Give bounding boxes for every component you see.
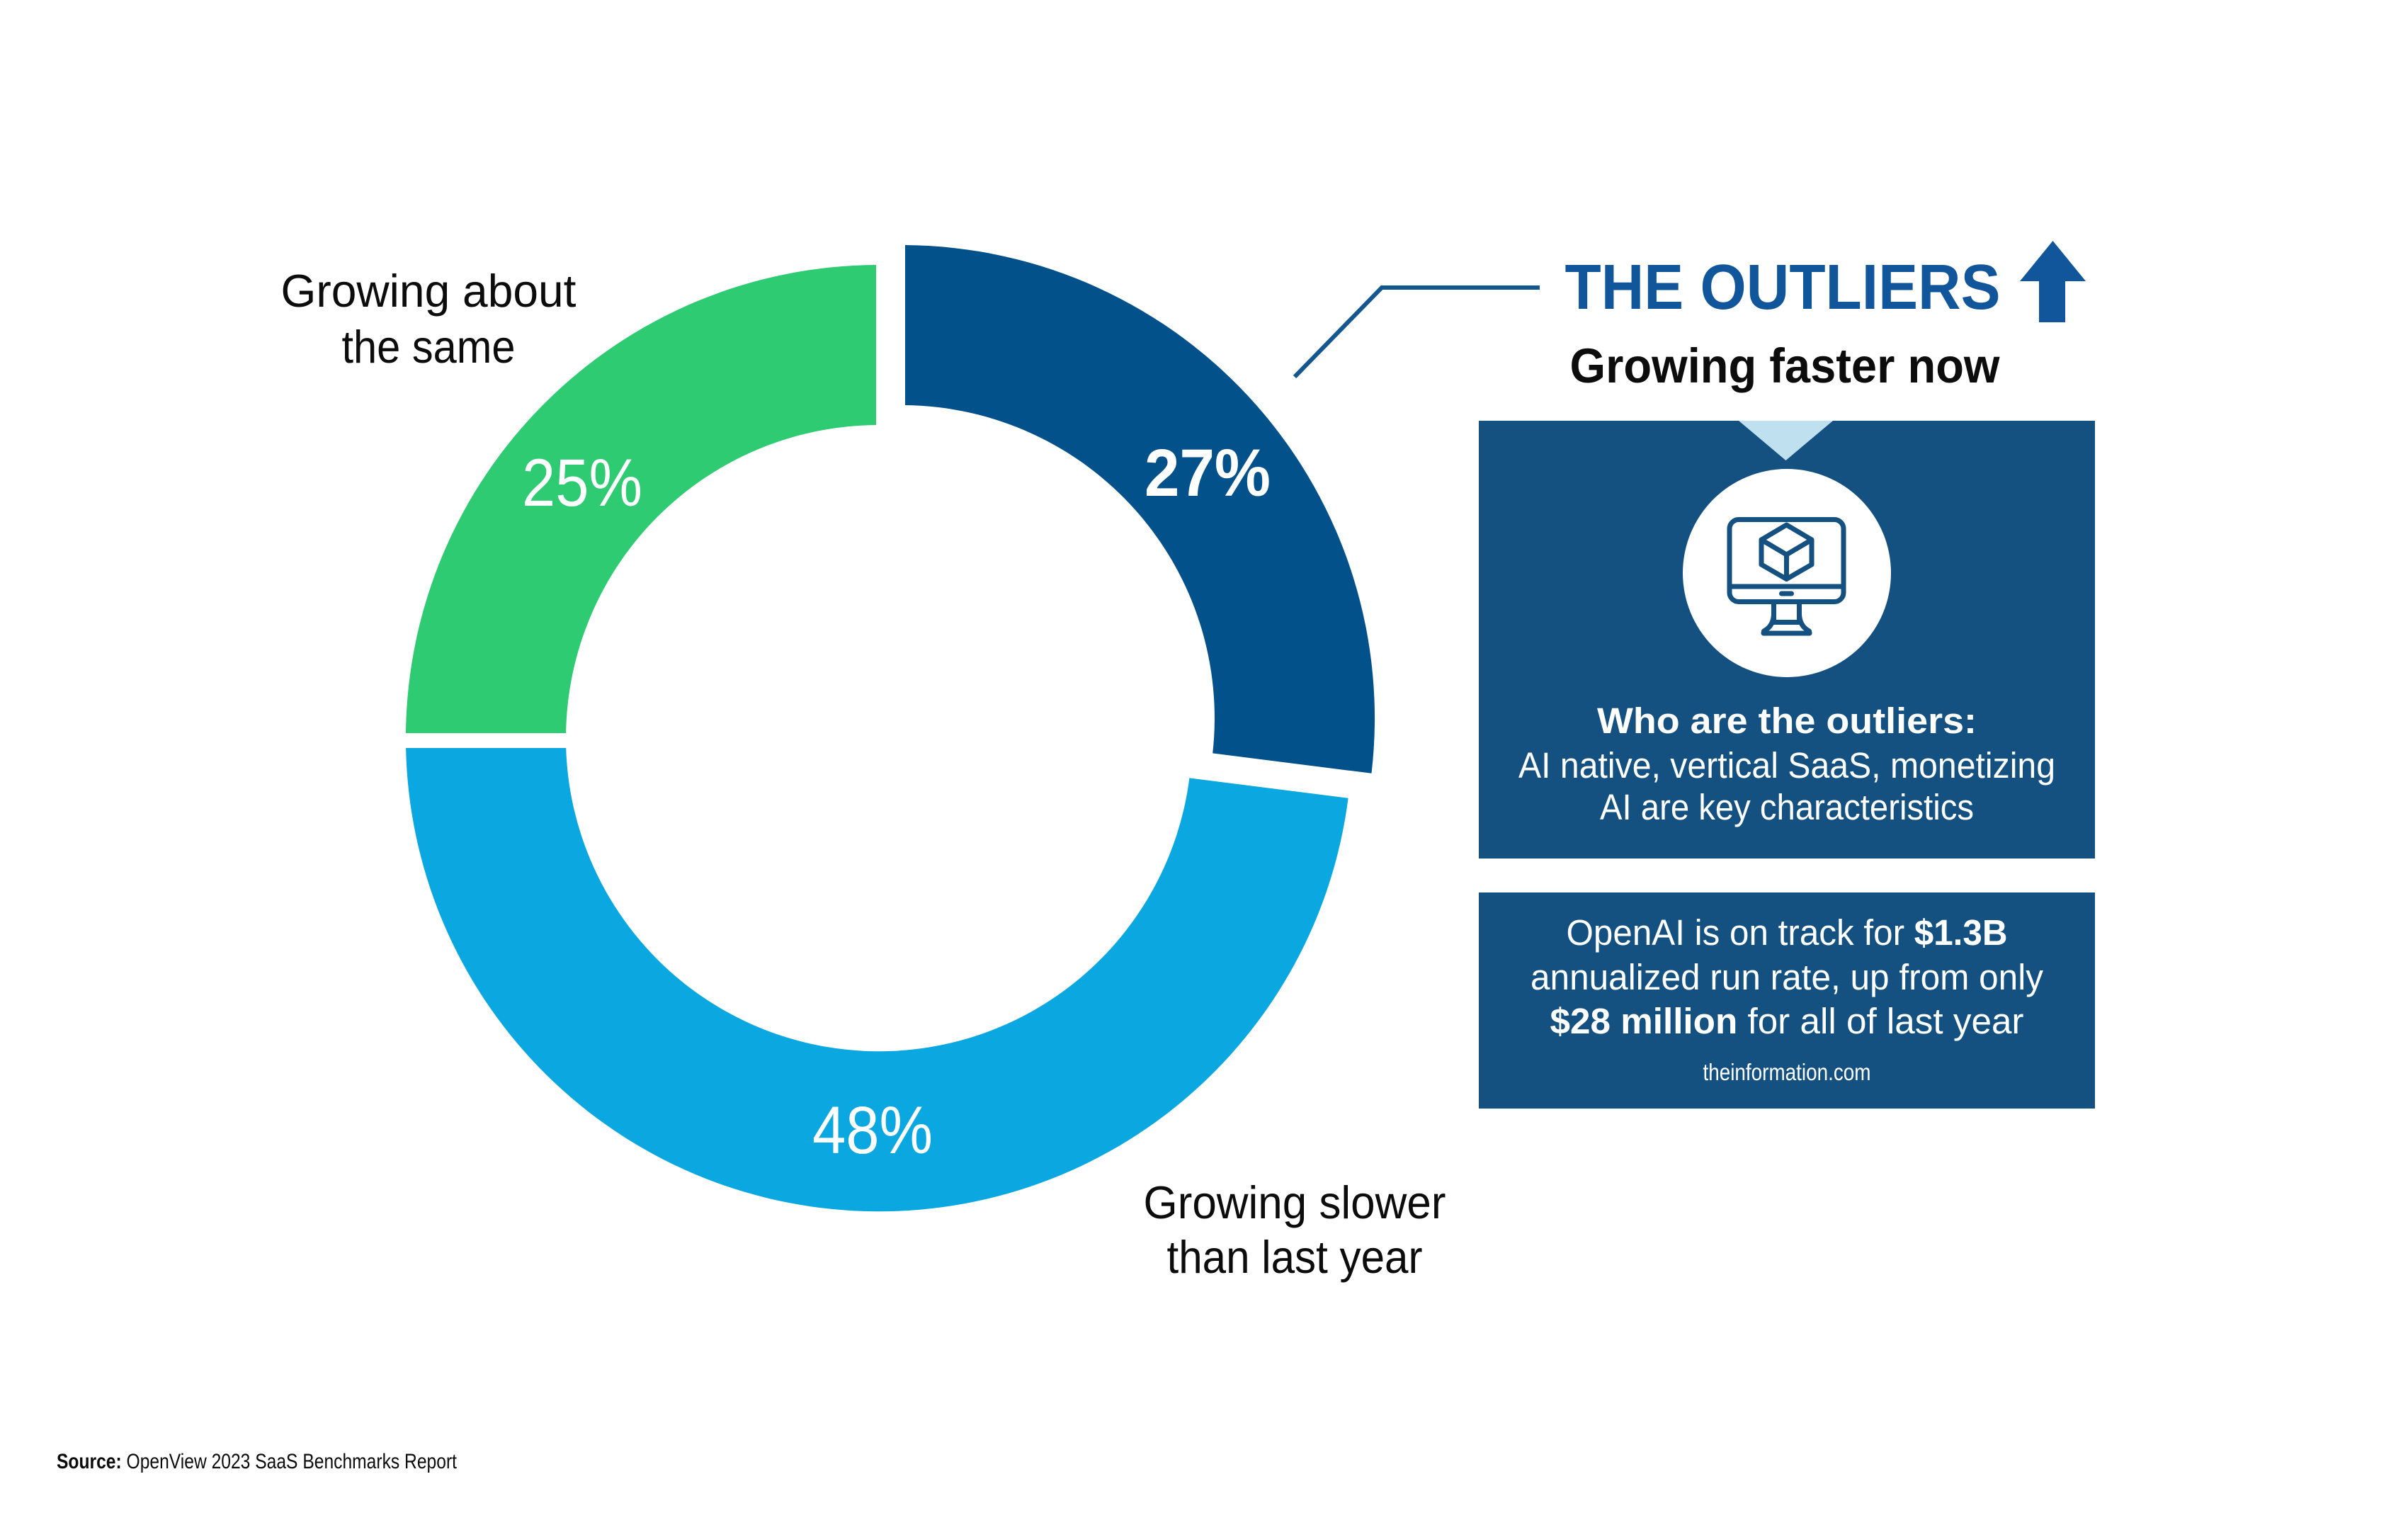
svg-text:Growing about: Growing about	[281, 265, 577, 317]
svg-text:AI are key characteristics: AI are key characteristics	[1600, 787, 1974, 827]
svg-text:$28 million for all of last ye: $28 million for all of last year	[1550, 1001, 2024, 1041]
svg-text:theinformation.com: theinformation.com	[1703, 1059, 1871, 1085]
svg-text:AI native, vertical SaaS, mone: AI native, vertical SaaS, monetizing	[1518, 745, 2055, 786]
svg-text:Growing slower: Growing slower	[1144, 1177, 1446, 1228]
svg-text:annualized run rate, up from o: annualized run rate, up from only	[1530, 957, 2043, 997]
svg-text:27%: 27%	[1145, 436, 1271, 511]
svg-text:25%: 25%	[522, 446, 642, 521]
svg-text:48%: 48%	[812, 1093, 933, 1168]
svg-text:Growing faster now: Growing faster now	[1570, 339, 2000, 393]
svg-text:Who are the outliers:: Who are the outliers:	[1597, 701, 1977, 741]
svg-text:Source: OpenView 2023 SaaS Ben: Source: OpenView 2023 SaaS Benchmarks Re…	[57, 1450, 458, 1473]
svg-text:the same: the same	[342, 321, 516, 373]
svg-text:than last year: than last year	[1167, 1231, 1423, 1283]
svg-text:THE OUTLIERS: THE OUTLIERS	[1565, 252, 2001, 323]
svg-text:OpenAI is on track for $1.3B: OpenAI is on track for $1.3B	[1567, 912, 2008, 953]
